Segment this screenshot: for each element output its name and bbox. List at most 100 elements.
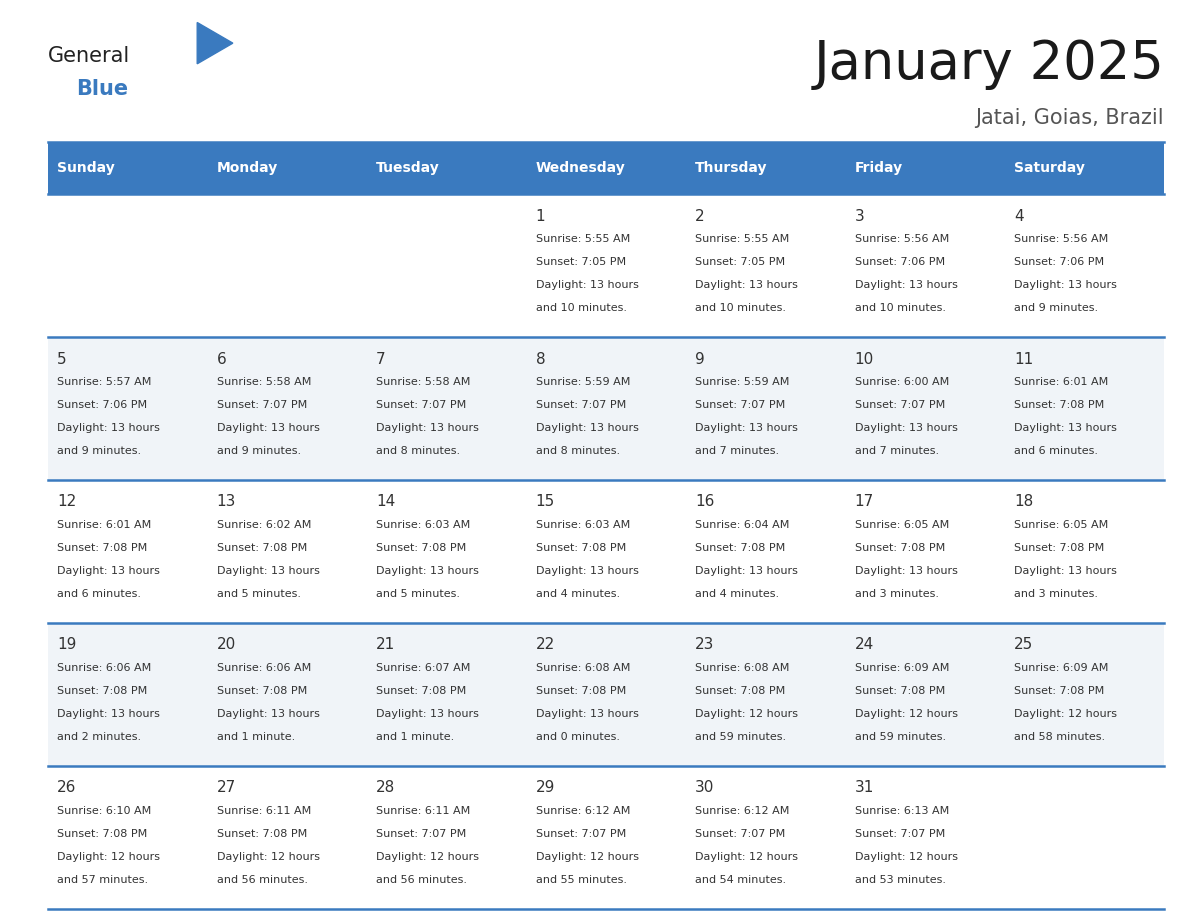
Text: Sunrise: 6:01 AM: Sunrise: 6:01 AM: [57, 521, 151, 531]
Bar: [685, 195, 845, 337]
Text: Sunrise: 5:57 AM: Sunrise: 5:57 AM: [57, 377, 151, 387]
Text: and 6 minutes.: and 6 minutes.: [57, 588, 141, 599]
Text: Tuesday: Tuesday: [377, 162, 440, 175]
Text: Daylight: 13 hours: Daylight: 13 hours: [1015, 423, 1117, 433]
Text: and 53 minutes.: and 53 minutes.: [854, 875, 946, 885]
Text: 15: 15: [536, 495, 555, 509]
Text: Sunrise: 5:56 AM: Sunrise: 5:56 AM: [854, 234, 949, 244]
Bar: [1005, 195, 1164, 337]
Text: and 55 minutes.: and 55 minutes.: [536, 875, 627, 885]
Text: and 10 minutes.: and 10 minutes.: [695, 303, 786, 313]
Bar: [48, 766, 207, 909]
Text: 8: 8: [536, 352, 545, 366]
Text: Daylight: 13 hours: Daylight: 13 hours: [695, 565, 798, 576]
Bar: [845, 195, 1005, 337]
Text: 9: 9: [695, 352, 704, 366]
Text: Sunrise: 6:12 AM: Sunrise: 6:12 AM: [536, 806, 630, 816]
Text: Sunrise: 6:05 AM: Sunrise: 6:05 AM: [854, 521, 949, 531]
Text: Daylight: 13 hours: Daylight: 13 hours: [854, 565, 958, 576]
Text: Daylight: 13 hours: Daylight: 13 hours: [216, 709, 320, 719]
Text: Sunset: 7:08 PM: Sunset: 7:08 PM: [57, 686, 147, 696]
Text: and 58 minutes.: and 58 minutes.: [1015, 732, 1105, 742]
Text: and 3 minutes.: and 3 minutes.: [1015, 588, 1098, 599]
Text: Jatai, Goias, Brazil: Jatai, Goias, Brazil: [975, 108, 1164, 129]
Text: 26: 26: [57, 780, 76, 795]
Text: and 4 minutes.: and 4 minutes.: [695, 588, 779, 599]
Text: January 2025: January 2025: [814, 38, 1164, 90]
Text: Sunset: 7:08 PM: Sunset: 7:08 PM: [695, 543, 785, 553]
Text: and 10 minutes.: and 10 minutes.: [536, 303, 627, 313]
Bar: [48, 623, 207, 766]
Bar: [1005, 337, 1164, 480]
Bar: [367, 480, 526, 623]
Bar: [1005, 142, 1164, 195]
Text: Sunrise: 5:58 AM: Sunrise: 5:58 AM: [377, 377, 470, 387]
Text: 11: 11: [1015, 352, 1034, 366]
Text: Sunrise: 6:04 AM: Sunrise: 6:04 AM: [695, 521, 790, 531]
Bar: [685, 337, 845, 480]
Text: Sunset: 7:08 PM: Sunset: 7:08 PM: [57, 543, 147, 553]
Text: Sunset: 7:07 PM: Sunset: 7:07 PM: [695, 829, 785, 839]
Text: 31: 31: [854, 780, 874, 795]
Text: Sunset: 7:06 PM: Sunset: 7:06 PM: [854, 257, 944, 267]
Text: Sunrise: 6:00 AM: Sunrise: 6:00 AM: [854, 377, 949, 387]
Text: and 59 minutes.: and 59 minutes.: [695, 732, 786, 742]
Bar: [845, 142, 1005, 195]
Bar: [367, 337, 526, 480]
Text: Sunset: 7:08 PM: Sunset: 7:08 PM: [1015, 543, 1105, 553]
Text: and 3 minutes.: and 3 minutes.: [854, 588, 939, 599]
Bar: [207, 480, 367, 623]
Text: 30: 30: [695, 780, 715, 795]
Text: 24: 24: [854, 637, 874, 653]
Bar: [685, 623, 845, 766]
Text: Sunset: 7:05 PM: Sunset: 7:05 PM: [536, 257, 626, 267]
Text: Daylight: 12 hours: Daylight: 12 hours: [216, 852, 320, 862]
Bar: [845, 766, 1005, 909]
Text: Daylight: 13 hours: Daylight: 13 hours: [57, 423, 160, 433]
Text: Sunset: 7:08 PM: Sunset: 7:08 PM: [377, 686, 467, 696]
Text: Sunrise: 5:59 AM: Sunrise: 5:59 AM: [536, 377, 630, 387]
Text: Sunset: 7:08 PM: Sunset: 7:08 PM: [536, 543, 626, 553]
Text: 17: 17: [854, 495, 874, 509]
Text: Sunrise: 6:08 AM: Sunrise: 6:08 AM: [536, 663, 630, 673]
Text: and 57 minutes.: and 57 minutes.: [57, 875, 148, 885]
Text: Sunrise: 6:12 AM: Sunrise: 6:12 AM: [695, 806, 790, 816]
Text: Daylight: 12 hours: Daylight: 12 hours: [536, 852, 639, 862]
Text: and 0 minutes.: and 0 minutes.: [536, 732, 620, 742]
Text: Sunset: 7:08 PM: Sunset: 7:08 PM: [216, 686, 307, 696]
Text: and 9 minutes.: and 9 minutes.: [57, 446, 141, 456]
Text: Sunrise: 6:10 AM: Sunrise: 6:10 AM: [57, 806, 151, 816]
Text: and 2 minutes.: and 2 minutes.: [57, 732, 141, 742]
Text: Sunset: 7:07 PM: Sunset: 7:07 PM: [536, 829, 626, 839]
Text: Daylight: 12 hours: Daylight: 12 hours: [854, 709, 958, 719]
Text: Sunset: 7:06 PM: Sunset: 7:06 PM: [57, 400, 147, 410]
Bar: [207, 195, 367, 337]
Text: 1: 1: [536, 208, 545, 224]
Text: Sunrise: 6:02 AM: Sunrise: 6:02 AM: [216, 521, 311, 531]
Text: Sunset: 7:08 PM: Sunset: 7:08 PM: [1015, 400, 1105, 410]
Text: Sunset: 7:08 PM: Sunset: 7:08 PM: [854, 686, 944, 696]
Text: and 10 minutes.: and 10 minutes.: [854, 303, 946, 313]
Text: and 4 minutes.: and 4 minutes.: [536, 588, 620, 599]
Text: and 8 minutes.: and 8 minutes.: [536, 446, 620, 456]
Text: Sunset: 7:07 PM: Sunset: 7:07 PM: [854, 829, 944, 839]
Text: 18: 18: [1015, 495, 1034, 509]
Text: 3: 3: [854, 208, 865, 224]
Text: Sunrise: 5:55 AM: Sunrise: 5:55 AM: [695, 234, 790, 244]
Text: Daylight: 12 hours: Daylight: 12 hours: [377, 852, 479, 862]
Text: 27: 27: [216, 780, 236, 795]
Bar: [367, 195, 526, 337]
Text: Sunrise: 6:06 AM: Sunrise: 6:06 AM: [57, 663, 151, 673]
Text: and 5 minutes.: and 5 minutes.: [377, 588, 460, 599]
Text: 19: 19: [57, 637, 76, 653]
Text: Thursday: Thursday: [695, 162, 767, 175]
Text: 23: 23: [695, 637, 715, 653]
Text: Daylight: 13 hours: Daylight: 13 hours: [216, 423, 320, 433]
Text: Sunrise: 6:01 AM: Sunrise: 6:01 AM: [1015, 377, 1108, 387]
Text: Daylight: 13 hours: Daylight: 13 hours: [377, 709, 479, 719]
Text: 28: 28: [377, 780, 396, 795]
Text: 7: 7: [377, 352, 386, 366]
Text: Sunset: 7:08 PM: Sunset: 7:08 PM: [536, 686, 626, 696]
Text: and 5 minutes.: and 5 minutes.: [216, 588, 301, 599]
Text: Sunset: 7:08 PM: Sunset: 7:08 PM: [854, 543, 944, 553]
